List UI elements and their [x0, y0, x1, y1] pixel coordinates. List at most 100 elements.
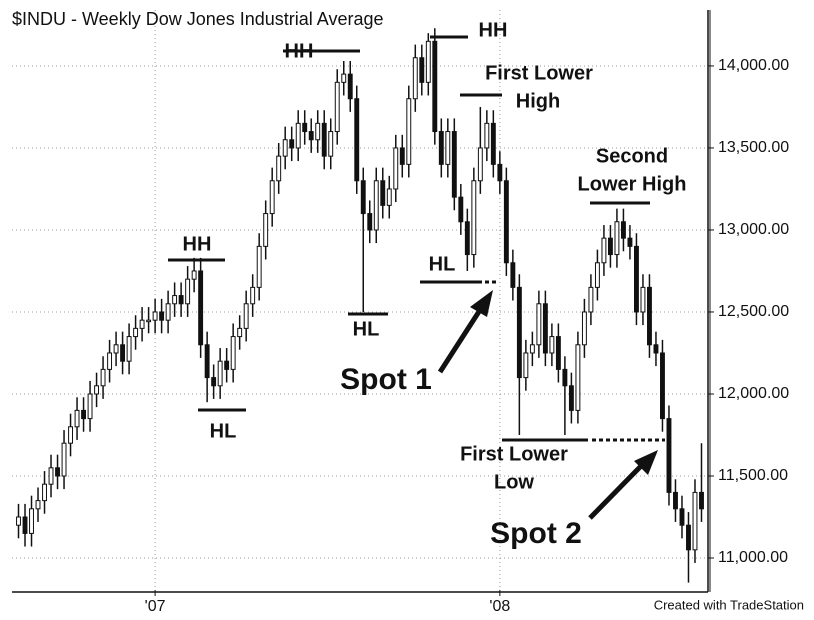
candle-body — [289, 139, 295, 149]
annotation: Second — [596, 145, 668, 167]
candle-body — [536, 303, 542, 346]
x-tick-label: '08 — [489, 598, 510, 615]
candle-body — [328, 131, 334, 157]
annotation: HH — [285, 40, 314, 62]
candle-body — [100, 368, 106, 387]
candle-body — [386, 188, 392, 206]
candle-body — [699, 491, 704, 510]
candle-body — [74, 409, 80, 428]
candle-body — [490, 122, 496, 165]
candle-body — [471, 180, 477, 256]
candle-body — [295, 122, 301, 149]
annotation: HL — [353, 318, 380, 340]
candle-body — [224, 360, 230, 370]
candle-body — [16, 516, 21, 526]
candle-body — [230, 336, 236, 370]
candle-body — [61, 442, 67, 477]
annotation: First Lower — [460, 443, 568, 465]
candle-body — [113, 344, 119, 354]
candle-body — [627, 237, 633, 247]
y-tick-label: 12,500.00 — [718, 303, 789, 320]
candle-body — [29, 508, 34, 534]
candle-body — [178, 295, 184, 305]
candle-body — [263, 213, 269, 247]
candle-body — [354, 98, 360, 182]
candle-body — [581, 311, 587, 346]
candle-body — [152, 311, 158, 321]
candle-body — [529, 344, 535, 354]
candle-body — [542, 303, 548, 354]
candle-body — [191, 270, 197, 280]
candle-body — [81, 409, 87, 420]
candle-body — [562, 368, 568, 387]
candle-body — [165, 303, 171, 321]
candle-body — [321, 122, 327, 157]
candle-body — [35, 500, 41, 510]
annotation: Spot 2 — [490, 517, 582, 550]
candle-body — [464, 221, 470, 256]
candle-body — [412, 57, 418, 100]
candle-body — [367, 213, 373, 231]
annotation: High — [516, 90, 560, 112]
candle-body — [315, 122, 321, 141]
candle-body — [575, 344, 581, 411]
annotation: HH — [479, 19, 508, 41]
candle-body — [660, 352, 665, 420]
candle-body — [133, 327, 139, 338]
candle-body — [146, 319, 152, 323]
candle-body — [568, 385, 574, 411]
candle-body — [87, 393, 93, 420]
candle-body — [347, 73, 353, 100]
candle-body — [686, 524, 691, 551]
candle-body — [360, 180, 366, 215]
annotation: Spot 1 — [340, 363, 432, 396]
candle-body — [185, 278, 191, 305]
candle-body — [523, 352, 529, 379]
candle-body — [250, 286, 256, 305]
candle-body — [588, 286, 594, 313]
y-tick-label: 13,500.00 — [718, 139, 789, 156]
candle-body — [94, 385, 100, 395]
candle-body — [107, 352, 113, 370]
candle-body — [276, 155, 282, 182]
footer: Created with TradeStation — [654, 597, 804, 612]
candle-body — [139, 319, 145, 329]
annotation: HL — [429, 253, 456, 275]
candle-body — [302, 122, 308, 133]
candle-body — [217, 360, 223, 387]
candle-body — [243, 303, 249, 329]
candle-body — [432, 40, 438, 133]
candle-body — [477, 147, 483, 182]
candle-body — [594, 262, 600, 288]
candle-body — [308, 131, 314, 141]
arrowhead — [634, 450, 658, 475]
candle-body — [159, 311, 165, 321]
candle-body — [601, 237, 607, 264]
candle-body — [640, 286, 646, 313]
candle-body — [373, 180, 379, 231]
candle-body — [172, 295, 178, 305]
candle-body — [555, 336, 561, 370]
candle-body — [445, 131, 451, 165]
level-lines — [168, 35, 665, 442]
arrow — [588, 463, 644, 520]
candle-body — [607, 237, 613, 256]
candle-body — [380, 180, 386, 206]
candle-body — [42, 483, 47, 502]
candle-body — [510, 262, 516, 288]
candle-body — [126, 336, 132, 362]
candle-body — [679, 508, 685, 526]
arrows — [437, 290, 658, 520]
annotation: Low — [494, 471, 534, 493]
candle-body — [68, 426, 73, 444]
candle-body — [22, 516, 28, 534]
y-tick-label: 11,000.00 — [718, 549, 788, 566]
y-tick-label: 13,000.00 — [718, 221, 789, 238]
candle-body — [614, 221, 620, 256]
annotation: First Lower — [485, 62, 593, 84]
candle-body — [653, 344, 659, 354]
candle-body — [516, 286, 522, 379]
candle-body — [497, 163, 503, 182]
candle-body — [419, 57, 425, 83]
